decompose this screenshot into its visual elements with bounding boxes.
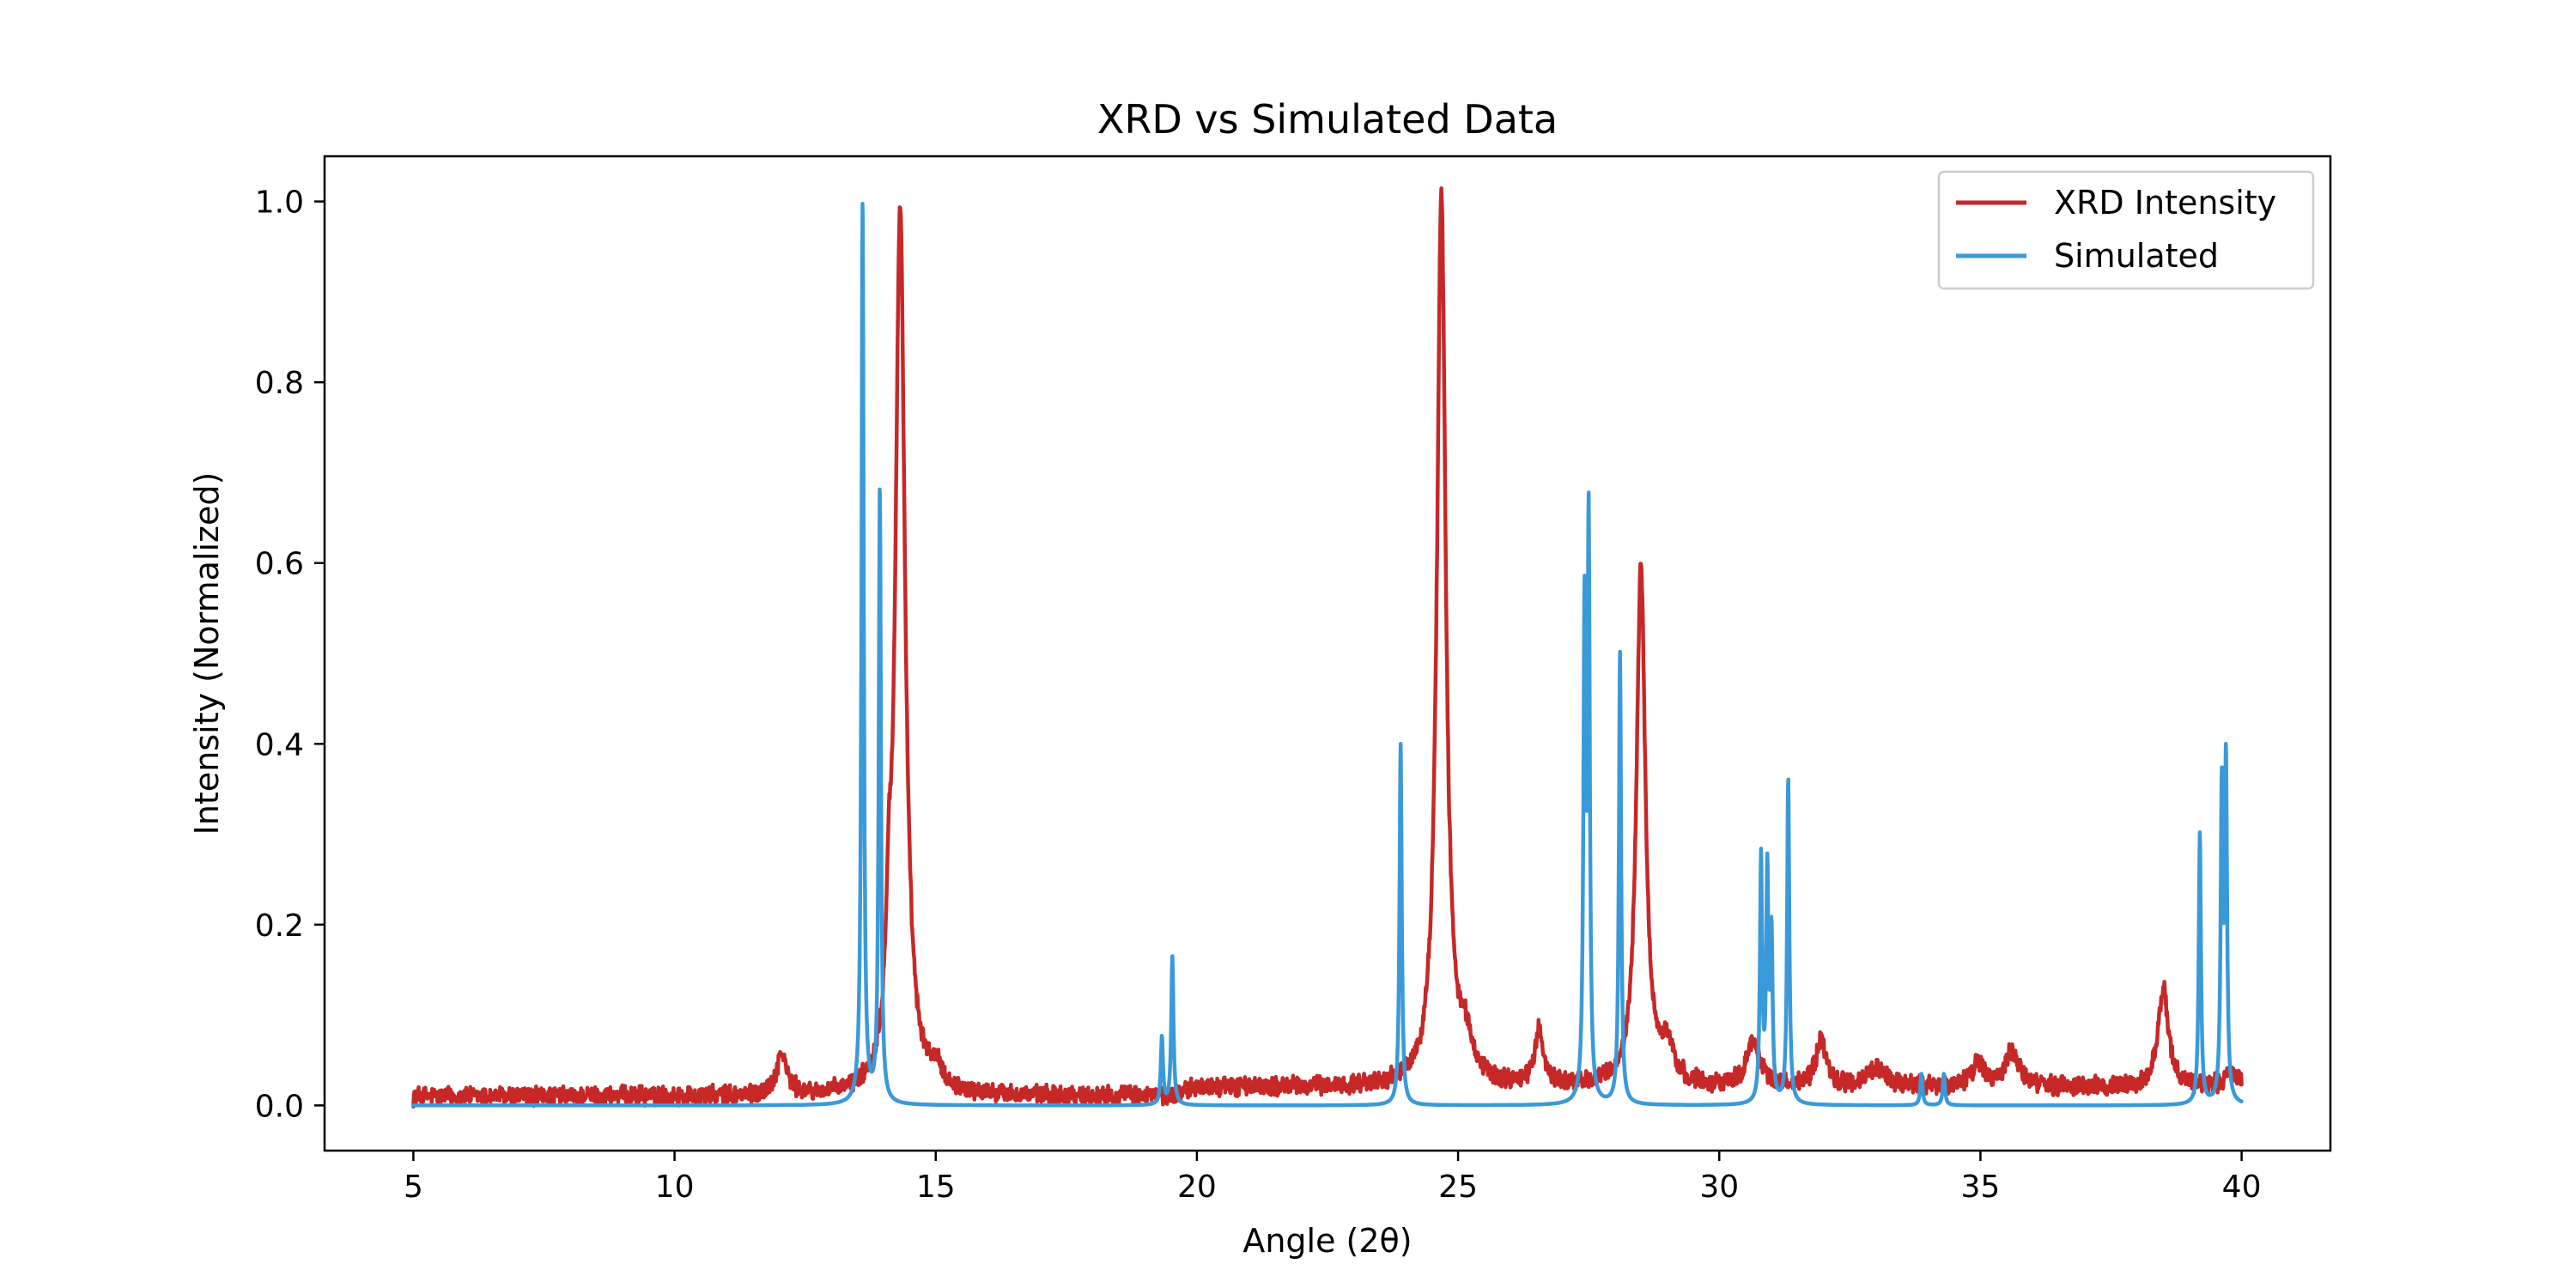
x-tick-label: 5 bbox=[404, 1170, 423, 1205]
series-line-simulated bbox=[411, 202, 2244, 1108]
y-tick-label: 0.6 bbox=[255, 547, 304, 582]
legend: XRD Intensity Simulated bbox=[1937, 170, 2315, 290]
x-tick-label: 15 bbox=[916, 1170, 956, 1205]
y-tick-label: 1.0 bbox=[255, 185, 304, 221]
series-layer bbox=[411, 186, 2244, 1109]
x-tick-label: 10 bbox=[655, 1170, 695, 1205]
y-tick-label: 0.2 bbox=[255, 908, 304, 944]
y-axis-label: Intensity (Normalized) bbox=[188, 472, 226, 835]
y-axis: 0.0 0.2 0.4 0.6 0.8 1.0 bbox=[255, 185, 325, 1124]
series-line-xrd-intensity bbox=[411, 186, 2244, 1109]
y-tick-label: 0.0 bbox=[255, 1089, 304, 1124]
x-tick-label: 25 bbox=[1438, 1170, 1478, 1205]
x-tick-label: 20 bbox=[1177, 1170, 1217, 1205]
plot-area-frame bbox=[323, 155, 2332, 1152]
legend-label-simulated: Simulated bbox=[2054, 237, 2219, 275]
legend-label-xrd-intensity: XRD Intensity bbox=[2054, 184, 2276, 222]
legend-frame bbox=[1937, 170, 2315, 290]
x-axis-label: Angle (2θ) bbox=[1242, 1222, 1412, 1260]
y-tick-label: 0.4 bbox=[255, 727, 304, 762]
x-tick-label: 40 bbox=[2222, 1170, 2262, 1205]
y-tick-label: 0.8 bbox=[255, 366, 304, 401]
x-tick-label: 30 bbox=[1699, 1170, 1739, 1205]
x-axis: 5 10 15 20 25 30 35 40 bbox=[404, 1151, 2262, 1205]
chart-title: XRD vs Simulated Data bbox=[1097, 96, 1558, 143]
x-tick-label: 35 bbox=[1961, 1170, 2001, 1205]
